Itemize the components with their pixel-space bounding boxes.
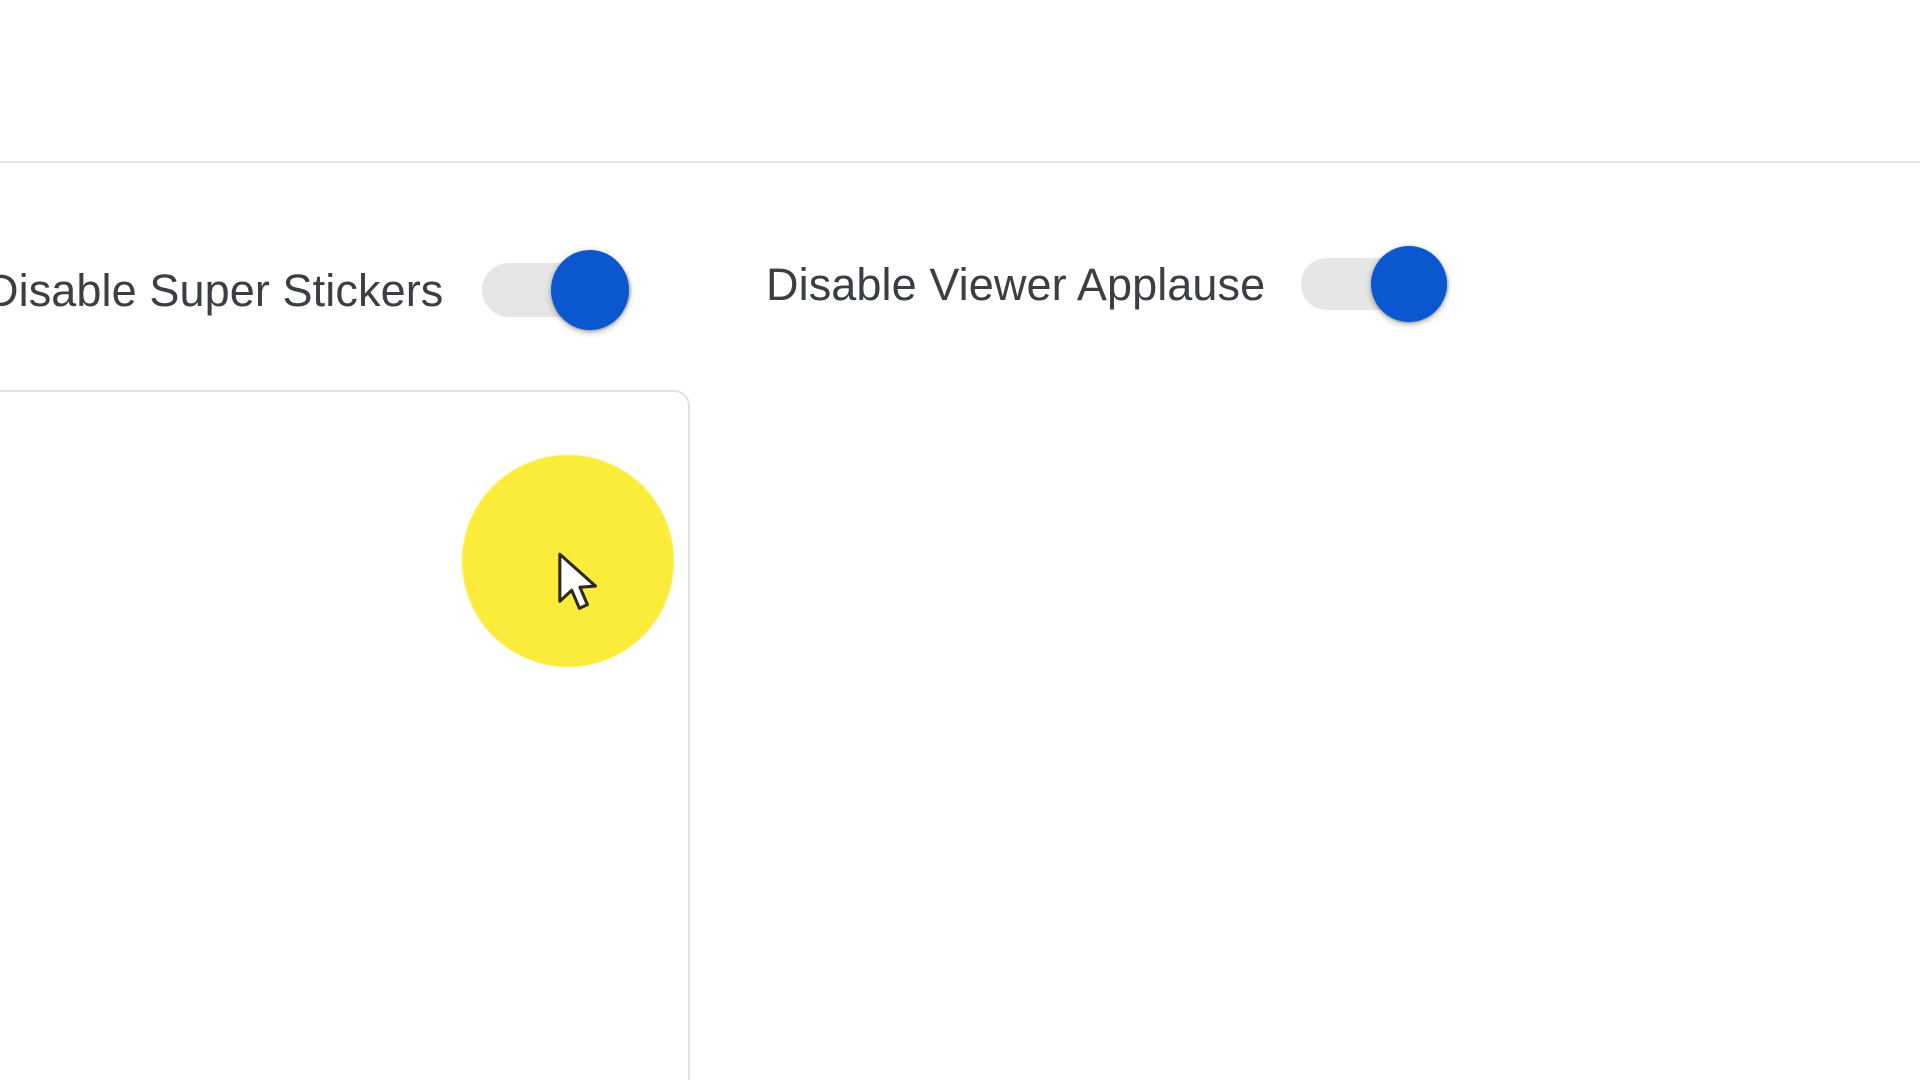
toggle-thumb [1371, 246, 1448, 322]
yellow-circle-icon[interactable] [462, 455, 674, 667]
setting-row-disable-super-stickers: Disable Super Stickers [0, 248, 639, 332]
section-divider [0, 161, 1920, 163]
toggle-disable-viewer-applause[interactable] [1299, 243, 1455, 325]
setting-row-disable-viewer-applause: Disable Viewer Applause [766, 243, 1455, 325]
setting-label-disable-viewer-applause: Disable Viewer Applause [766, 258, 1266, 310]
toggle-disable-super-stickers[interactable] [479, 248, 639, 332]
toggle-thumb [551, 250, 630, 330]
setting-label-disable-super-stickers: Disable Super Stickers [0, 264, 444, 316]
